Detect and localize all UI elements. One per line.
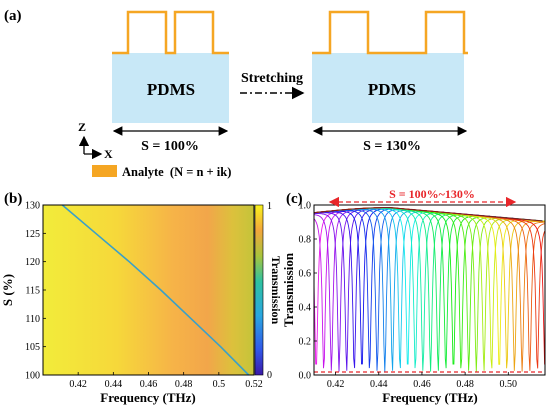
heatmap-x-tick-label: 0.5 bbox=[213, 379, 226, 390]
heatmap-x-tick-label: 0.48 bbox=[175, 379, 193, 390]
heatmap-y-tick-label: 120 bbox=[25, 257, 40, 268]
heatmap-x-tick-label: 0.42 bbox=[69, 379, 87, 390]
transmission-y-tick-label: 0.4 bbox=[299, 303, 312, 314]
transmission-y-ticks: 0.0 0.2 0.4 0.6 0.8 1.0 bbox=[299, 201, 317, 382]
analyte-layer-right bbox=[312, 10, 468, 55]
s-label-left: S = 100% bbox=[141, 139, 199, 154]
analyte-layer-left bbox=[112, 10, 229, 55]
pdms-label-left: PDMS bbox=[147, 80, 195, 99]
heatmap-y-tick-label: 110 bbox=[25, 314, 40, 325]
transmission-y-tick-label: 1.0 bbox=[299, 201, 312, 212]
transmission-y-tick-label: 0.8 bbox=[299, 235, 312, 246]
axis-z-label: Z bbox=[78, 120, 86, 134]
panel-a-label: (a) bbox=[4, 8, 22, 24]
range-annotation: S = 100%~130% bbox=[389, 187, 475, 201]
panel-c-label: (c) bbox=[286, 191, 303, 207]
analyte-legend-label: Analyte (N = n + ik) bbox=[122, 165, 231, 179]
envelope-line bbox=[313, 207, 543, 222]
heatmap-y-tick-label: 125 bbox=[25, 229, 40, 240]
heatmap-y-tick-label: 100 bbox=[25, 371, 40, 382]
heatmap-y-tick-label: 115 bbox=[25, 286, 40, 297]
heatmap-x-tick-label: 0.44 bbox=[105, 379, 123, 390]
heatmap-chart: 0.42 0.44 0.46 0.48 0.5 0.52 1001051101151201… bbox=[0, 201, 263, 406]
transmission-y-tick-label: 0.2 bbox=[299, 337, 312, 348]
transmission-x-axis-label: Frequency (THz) bbox=[382, 390, 477, 405]
heatmap-x-tick-label: 0.46 bbox=[140, 379, 158, 390]
resonance-curve bbox=[61, 204, 250, 376]
stretching-label: Stretching bbox=[241, 71, 303, 86]
colorbar-label: Transmission bbox=[269, 256, 283, 325]
transmission-x-tick-label: 0.42 bbox=[327, 379, 345, 390]
colorbar-tick-max: 1 bbox=[267, 201, 272, 212]
substrate-right bbox=[312, 53, 464, 123]
heatmap-y-tick-label: 105 bbox=[25, 342, 40, 353]
colorbar-gradient bbox=[254, 204, 264, 376]
heatmap-field bbox=[43, 205, 254, 375]
axis-x-label: X bbox=[104, 147, 113, 161]
device-right: PDMS bbox=[312, 10, 468, 123]
heatmap-x-tick-label: 0.52 bbox=[245, 379, 263, 390]
transmission-x-tick-label: 0.50 bbox=[500, 379, 518, 390]
pdms-label-right: PDMS bbox=[368, 80, 416, 99]
coordinate-axes-icon: Z X bbox=[78, 120, 113, 161]
transmission-chart: S = 100%~130% 0.42 0.44 0.46 0.48 0.50 0.00.… bbox=[281, 187, 546, 405]
heatmap-y-axis-label: S (%) bbox=[0, 274, 15, 306]
heatmap-x-axis-label: Frequency (THz) bbox=[100, 390, 195, 405]
transmission-x-tick-label: 0.46 bbox=[413, 379, 431, 390]
s-label-right: S = 130% bbox=[363, 139, 421, 154]
colorbar-tick-min: 0 bbox=[267, 370, 272, 381]
transmission-x-ticks: 0.42 0.44 0.46 0.48 0.50 bbox=[327, 372, 517, 390]
analyte-swatch bbox=[92, 165, 117, 177]
device-left: PDMS bbox=[112, 10, 229, 123]
transmission-y-axis-label: Transmission bbox=[281, 252, 296, 327]
colorbar: 1 0 Transmission bbox=[254, 201, 283, 381]
transmission-x-tick-label: 0.44 bbox=[370, 379, 388, 390]
transmission-y-tick-label: 0.6 bbox=[299, 269, 312, 280]
heatmap-y-tick-label: 130 bbox=[25, 201, 40, 212]
heatmap-x-ticks: 0.42 0.44 0.46 0.48 0.5 0.52 bbox=[69, 372, 263, 390]
transmission-x-tick-label: 0.48 bbox=[456, 379, 474, 390]
heatmap-y-ticks: 100 105 110 115 120 125 130 bbox=[25, 201, 46, 382]
substrate-left bbox=[112, 53, 229, 123]
panel-b-label: (b) bbox=[4, 191, 22, 207]
transmission-y-tick-label: 0.0 bbox=[299, 371, 312, 382]
